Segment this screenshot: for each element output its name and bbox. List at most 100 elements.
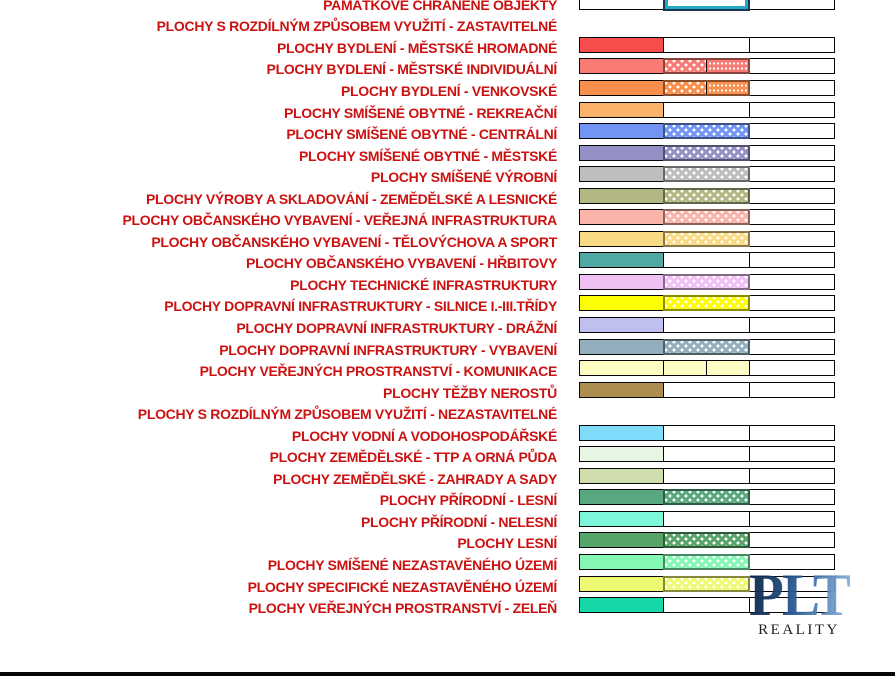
swatch-cell-pattern — [663, 597, 750, 614]
legend-label: PLOCHY SMÍŠENÉ NEZASTAVĚNÉHO ÚZEMÍ — [267, 556, 558, 573]
legend-row: PLOCHY OBČANSKÉHO VYBAVENÍ - VEŘEJNÁ INF… — [0, 209, 895, 231]
swatch-group — [579, 123, 835, 140]
swatch-cell-empty — [749, 316, 835, 333]
swatch-cell-empty — [749, 575, 835, 592]
legend-row: PAMÁTKOVĚ CHRÁNĚNÉ OBJEKTY — [0, 0, 895, 16]
legend-label: PLOCHY BYDLENÍ - VENKOVSKÉ — [341, 82, 557, 99]
swatch-cell-solid — [579, 446, 664, 463]
legend-label: PLOCHY SMÍŠENÉ VÝROBNÍ — [370, 169, 557, 186]
legend-row: PLOCHY SMÍŠENÉ OBYTNÉ - CENTRÁLNÍ — [0, 123, 895, 145]
legend-row: PLOCHY ZEMĚDĚLSKÉ - TTP A ORNÁ PŮDA — [0, 446, 895, 468]
swatch-cell-empty — [749, 360, 835, 377]
swatch-cell-empty — [749, 424, 835, 441]
swatch-cell-solid — [579, 575, 664, 592]
swatch-subcell-coarse-dots — [665, 60, 706, 73]
swatch-cell-empty — [749, 597, 835, 614]
swatch-cell-pattern — [663, 79, 750, 96]
swatch-cell-empty — [749, 510, 835, 527]
swatch-group — [579, 166, 835, 183]
swatch-cell-empty — [749, 36, 835, 53]
swatch-cell-pattern — [663, 166, 750, 183]
swatch-cell-solid — [579, 467, 664, 484]
legend-label: PLOCHY SMÍŠENÉ OBYTNÉ - REKREAČNÍ — [284, 104, 557, 121]
swatch-cell-solid — [579, 295, 664, 312]
swatch-group — [579, 187, 835, 204]
legend-row: PLOCHY BYDLENÍ - MĚSTSKÉ HROMADNÉ — [0, 36, 895, 59]
swatch-cell-empty — [749, 101, 835, 118]
legend-label: PLOCHY DOPRAVNÍ INFRASTRUKTURY - VYBAVEN… — [219, 341, 557, 358]
swatch-cell-pattern — [663, 510, 750, 527]
swatch-group — [579, 0, 835, 12]
swatch-subcell-left — [664, 361, 706, 376]
legend-label: PLOCHY OBČANSKÉHO VYBAVENÍ - HŘBITOVY — [246, 255, 557, 272]
swatch-cell-empty — [749, 446, 835, 463]
legend-label: PLOCHY VÝROBY A SKLADOVÁNÍ - ZEMĚDĚLSKÉ … — [145, 190, 557, 207]
swatch-cell-empty — [749, 489, 835, 506]
swatch-cell-empty — [749, 273, 835, 290]
zoning-legend: PAMÁTKOVĚ CHRÁNĚNÉ OBJEKTY PLOCHY S ROZD… — [0, 0, 895, 616]
swatch-cell-pattern — [663, 273, 750, 290]
swatch-cell-empty — [749, 252, 835, 269]
swatch-cell-empty — [749, 381, 835, 398]
legend-label: PLOCHY DOPRAVNÍ INFRASTRUKTURY - DRÁŽNÍ — [236, 319, 557, 336]
swatch-cell-solid — [579, 36, 664, 53]
legend-row: PLOCHY OBČANSKÉHO VYBAVENÍ - TĚLOVÝCHOVA… — [0, 230, 895, 253]
swatch-group — [579, 424, 835, 441]
legend-row: PLOCHY SMÍŠENÉ NEZASTAVĚNÉHO ÚZEMÍ — [0, 553, 895, 576]
swatch-group — [579, 597, 835, 614]
swatch-subcell-fine-dots — [706, 60, 748, 73]
swatch-cell-solid — [579, 252, 664, 269]
swatch-group — [579, 273, 835, 290]
swatch-group — [579, 510, 835, 527]
legend-label: PLOCHY LESNÍ — [457, 535, 557, 552]
legend-row: PLOCHY DOPRAVNÍ INFRASTRUKTURY - SILNICE… — [0, 295, 895, 318]
swatch-cell-solid — [579, 338, 664, 355]
legend-label: PLOCHY TĚŽBY NEROSTŮ — [383, 384, 557, 401]
swatch-cell-solid — [579, 316, 664, 333]
legend-label: PLOCHY S ROZDÍLNÝM ZPŮSOBEM VYUŽITÍ - ZA… — [156, 18, 558, 35]
legend-label: PLOCHY PŘÍRODNÍ - NELESNÍ — [360, 513, 557, 530]
legend-label: PLOCHY PŘÍRODNÍ - LESNÍ — [379, 492, 558, 509]
swatch-cell-pattern — [663, 144, 750, 161]
swatch-cell-solid — [579, 144, 664, 161]
legend-row: PLOCHY ZEMĚDĚLSKÉ - ZAHRADY A SADY — [0, 467, 895, 490]
swatch-cell-solid — [579, 489, 664, 506]
swatch-cell-solid — [579, 0, 664, 10]
legend-label: PLOCHY SPECIFICKÉ NEZASTAVĚNÉHO ÚZEMÍ — [247, 578, 558, 595]
swatch-cell-pattern — [663, 252, 750, 269]
swatch-group — [579, 79, 835, 96]
swatch-cell-empty — [749, 295, 835, 312]
swatch-cell-solid — [579, 532, 664, 549]
legend-label: PLOCHY SMÍŠENÉ OBYTNÉ - CENTRÁLNÍ — [286, 126, 557, 143]
swatch-cell-pattern — [663, 360, 750, 377]
swatch-subcell-right — [706, 361, 749, 376]
swatch-group — [579, 360, 835, 377]
swatch-cell-empty — [749, 338, 835, 355]
swatch-cell-pattern — [663, 467, 750, 484]
watermark-subtitle: REALITY — [758, 622, 840, 638]
swatch-cell-empty — [749, 123, 835, 140]
swatch-cell-empty — [749, 532, 835, 549]
swatch-cell-empty — [749, 58, 835, 75]
swatch-cell-empty — [749, 144, 835, 161]
swatch-cell-solid — [579, 101, 664, 118]
swatch-cell-pattern — [663, 123, 750, 140]
swatch-group — [579, 316, 835, 333]
legend-label: PLOCHY SMÍŠENÉ OBYTNÉ - MĚSTSKÉ — [298, 147, 557, 164]
swatch-group — [579, 295, 835, 312]
legend-label: PLOCHY DOPRAVNÍ INFRASTRUKTURY - SILNICE… — [164, 298, 557, 315]
legend-label: PLOCHY OBČANSKÉHO VYBAVENÍ - TĚLOVÝCHOVA… — [151, 233, 557, 250]
legend-label: PLOCHY OBČANSKÉHO VYBAVENÍ - VEŘEJNÁ INF… — [122, 212, 557, 229]
legend-row: PLOCHY LESNÍ — [0, 532, 895, 555]
swatch-group — [579, 446, 835, 463]
swatch-cell-solid — [579, 360, 664, 377]
swatch-cell-pattern — [663, 553, 750, 570]
swatch-cell-empty — [749, 553, 835, 570]
swatch-cell-pattern — [663, 295, 750, 312]
swatch-group — [579, 252, 835, 269]
legend-row: PLOCHY VODNÍ A VODOHOSPODÁŘSKÉ — [0, 424, 895, 447]
swatch-group — [579, 144, 835, 161]
swatch-group — [579, 553, 835, 570]
swatch-cell-pattern — [663, 209, 750, 226]
legend-label: PAMÁTKOVĚ CHRÁNĚNÉ OBJEKTY — [323, 0, 557, 13]
